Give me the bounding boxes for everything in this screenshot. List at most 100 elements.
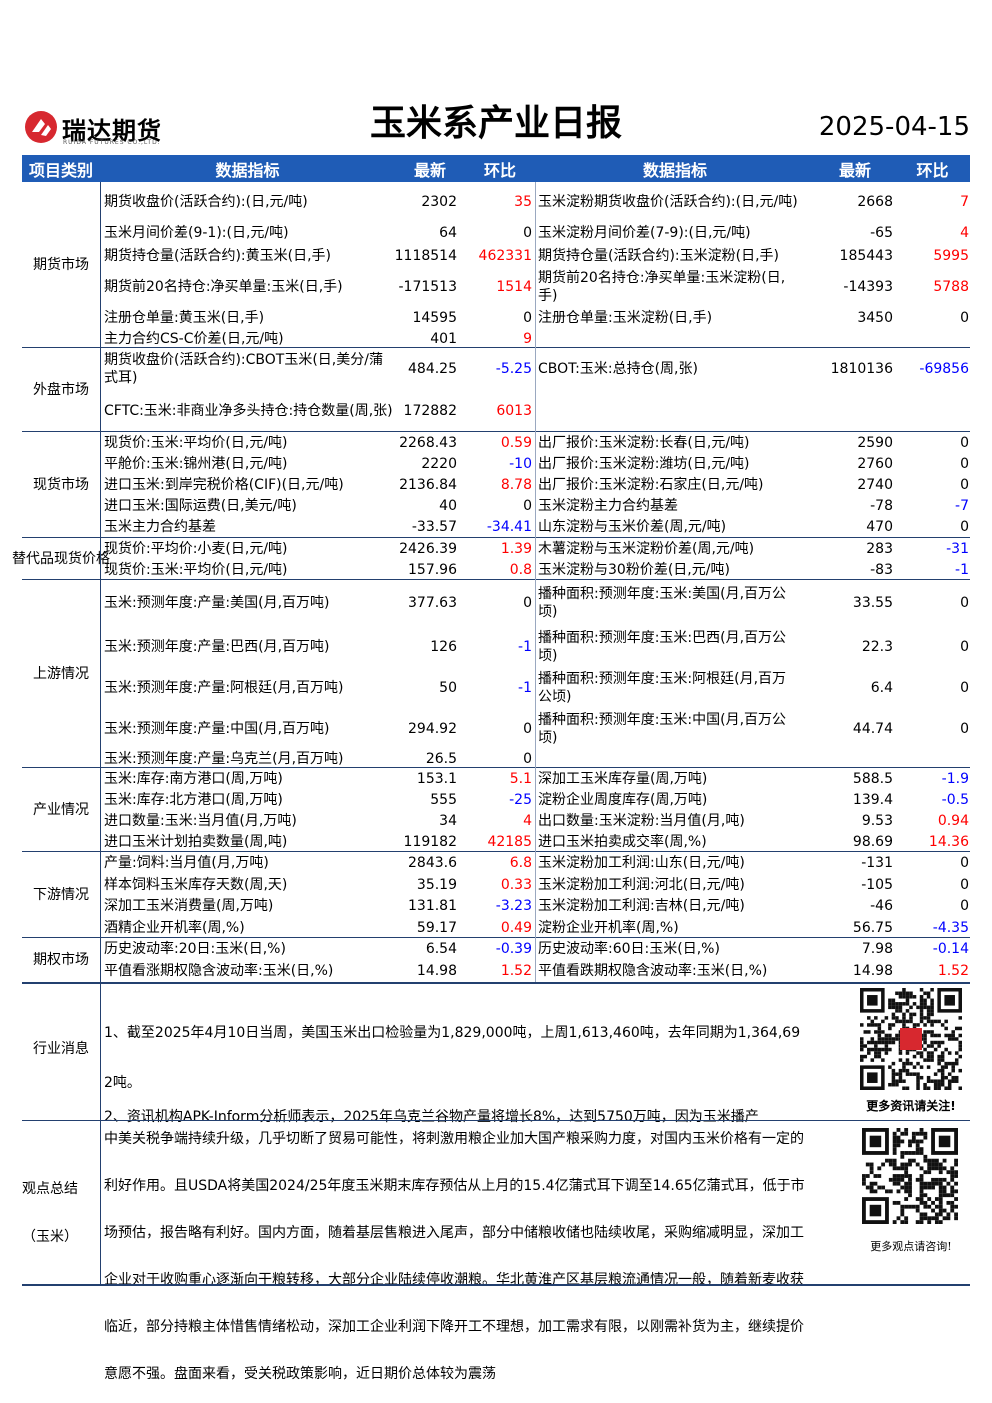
news-item: 1、截至2025年4月10日当周，美国玉米出口检验量为1,829,000吨，上周… [104,1025,801,1091]
qr-module [927,1166,932,1171]
qr-module [911,1204,916,1209]
qr-module [916,1072,920,1076]
category: 替代品现货价格 [12,551,110,567]
qr-module [900,1208,905,1213]
latest-value: -131 [861,855,893,871]
qr-module [930,998,934,1003]
qr-module [870,1047,875,1052]
latest-value: 35.19 [416,876,457,893]
qr-module [937,1044,941,1048]
indicator-name: 玉米淀粉加工利润:吉林(日,元/吨) [538,898,745,914]
qr-module [873,1174,878,1178]
qr-module [919,1151,924,1155]
qr-module [919,1177,924,1182]
qr-module [934,1166,939,1171]
qr-module [895,1082,899,1087]
qr-module [919,1051,924,1055]
qr-module [944,1086,948,1090]
qr-module [919,1002,924,1006]
qr-module [888,1082,892,1087]
latest-value: 126 [430,638,457,655]
qr-module [904,1174,909,1178]
qr-module [923,1002,927,1006]
qr-module [895,1072,899,1076]
qr-module [958,1086,962,1090]
qr-module [919,1005,924,1010]
indicator-name: 现货价:平均价:小麦(日,元/吨) [104,540,288,557]
qr-module [867,1072,878,1083]
qr-module [926,1012,931,1017]
qr-module [888,1026,892,1031]
qr-module [958,1047,962,1052]
qr-module [915,1220,920,1224]
qr-module [938,1200,943,1205]
latest-value: -14393 [843,278,893,295]
qr-module [923,1185,928,1190]
qr-module [888,1189,893,1194]
qr-module [891,1005,896,1010]
qr-module [926,995,931,999]
qr-module [911,1139,916,1144]
report-date: 2025-04-15 [818,112,970,142]
change-value: -5.25 [495,361,532,377]
indicator-name: CFTC:玉米:非商业净多头持仓:持仓数量(周,张) [104,403,393,419]
change-value: 0 [960,876,969,893]
qr-module [942,1185,947,1190]
qr-module [938,1185,943,1190]
divider [22,347,970,348]
qr-module [951,1037,955,1041]
change-value: 0 [523,595,532,611]
qr-module [915,1208,920,1213]
qr-module [898,1005,903,1010]
qr-module [934,1158,939,1163]
qr-module [870,1040,875,1045]
change-value: 0 [960,519,969,535]
latest-value: 33.55 [852,595,893,611]
qr-module [950,1185,955,1190]
change-value: 0.49 [500,919,532,936]
change-value: -1.9 [941,770,969,787]
qr-module [888,1002,892,1006]
latest-value: 2668 [857,194,893,210]
qr-module [923,1212,928,1217]
qr-module [909,1005,913,1010]
divider [22,851,970,852]
indicator-name: 玉米淀粉加工利润:河北(日,元/吨) [538,876,745,893]
qr-module [891,1012,896,1017]
qr-module [895,1016,899,1020]
latest-value: 22.3 [861,638,893,655]
qr-module [892,1158,897,1163]
qr-module [926,1058,931,1062]
indicator-name: 山东淀粉与玉米价差(周,元/吨) [538,519,727,535]
qr-module [862,1181,866,1186]
qr-module [938,1135,951,1148]
qr-module [891,1068,896,1073]
qr-module [912,1002,917,1006]
qr-module [915,1143,920,1148]
qr-module [946,1216,951,1221]
qr-module [898,1068,903,1073]
qr-module [860,1040,864,1045]
qr-module [944,1061,948,1066]
change-value: 6.8 [509,855,532,871]
indicator-name: 注册仓单量:黄玉米(日,手) [104,309,265,326]
latest-value: -65 [870,225,893,241]
qr-module [919,1193,924,1198]
qr-module [933,1019,938,1024]
indicator-name: 播种面积:预测年度:玉米:巴西(月,百万公顷) [538,629,787,664]
qr-module [904,1151,909,1155]
latest-value: 185443 [839,248,893,264]
qr-module [954,1181,958,1186]
qr-module [954,1058,959,1062]
qr-module [915,1131,920,1136]
qr-module [938,1204,943,1209]
qr-module [900,1166,905,1171]
qr-module [919,1166,924,1171]
qr-module [916,1023,920,1027]
change-value: 0 [960,720,969,737]
qr-module [933,1040,938,1045]
qr-module [927,1158,932,1163]
qr-module [919,1128,924,1132]
qr-module [900,1174,905,1178]
qr-module [958,1033,962,1038]
